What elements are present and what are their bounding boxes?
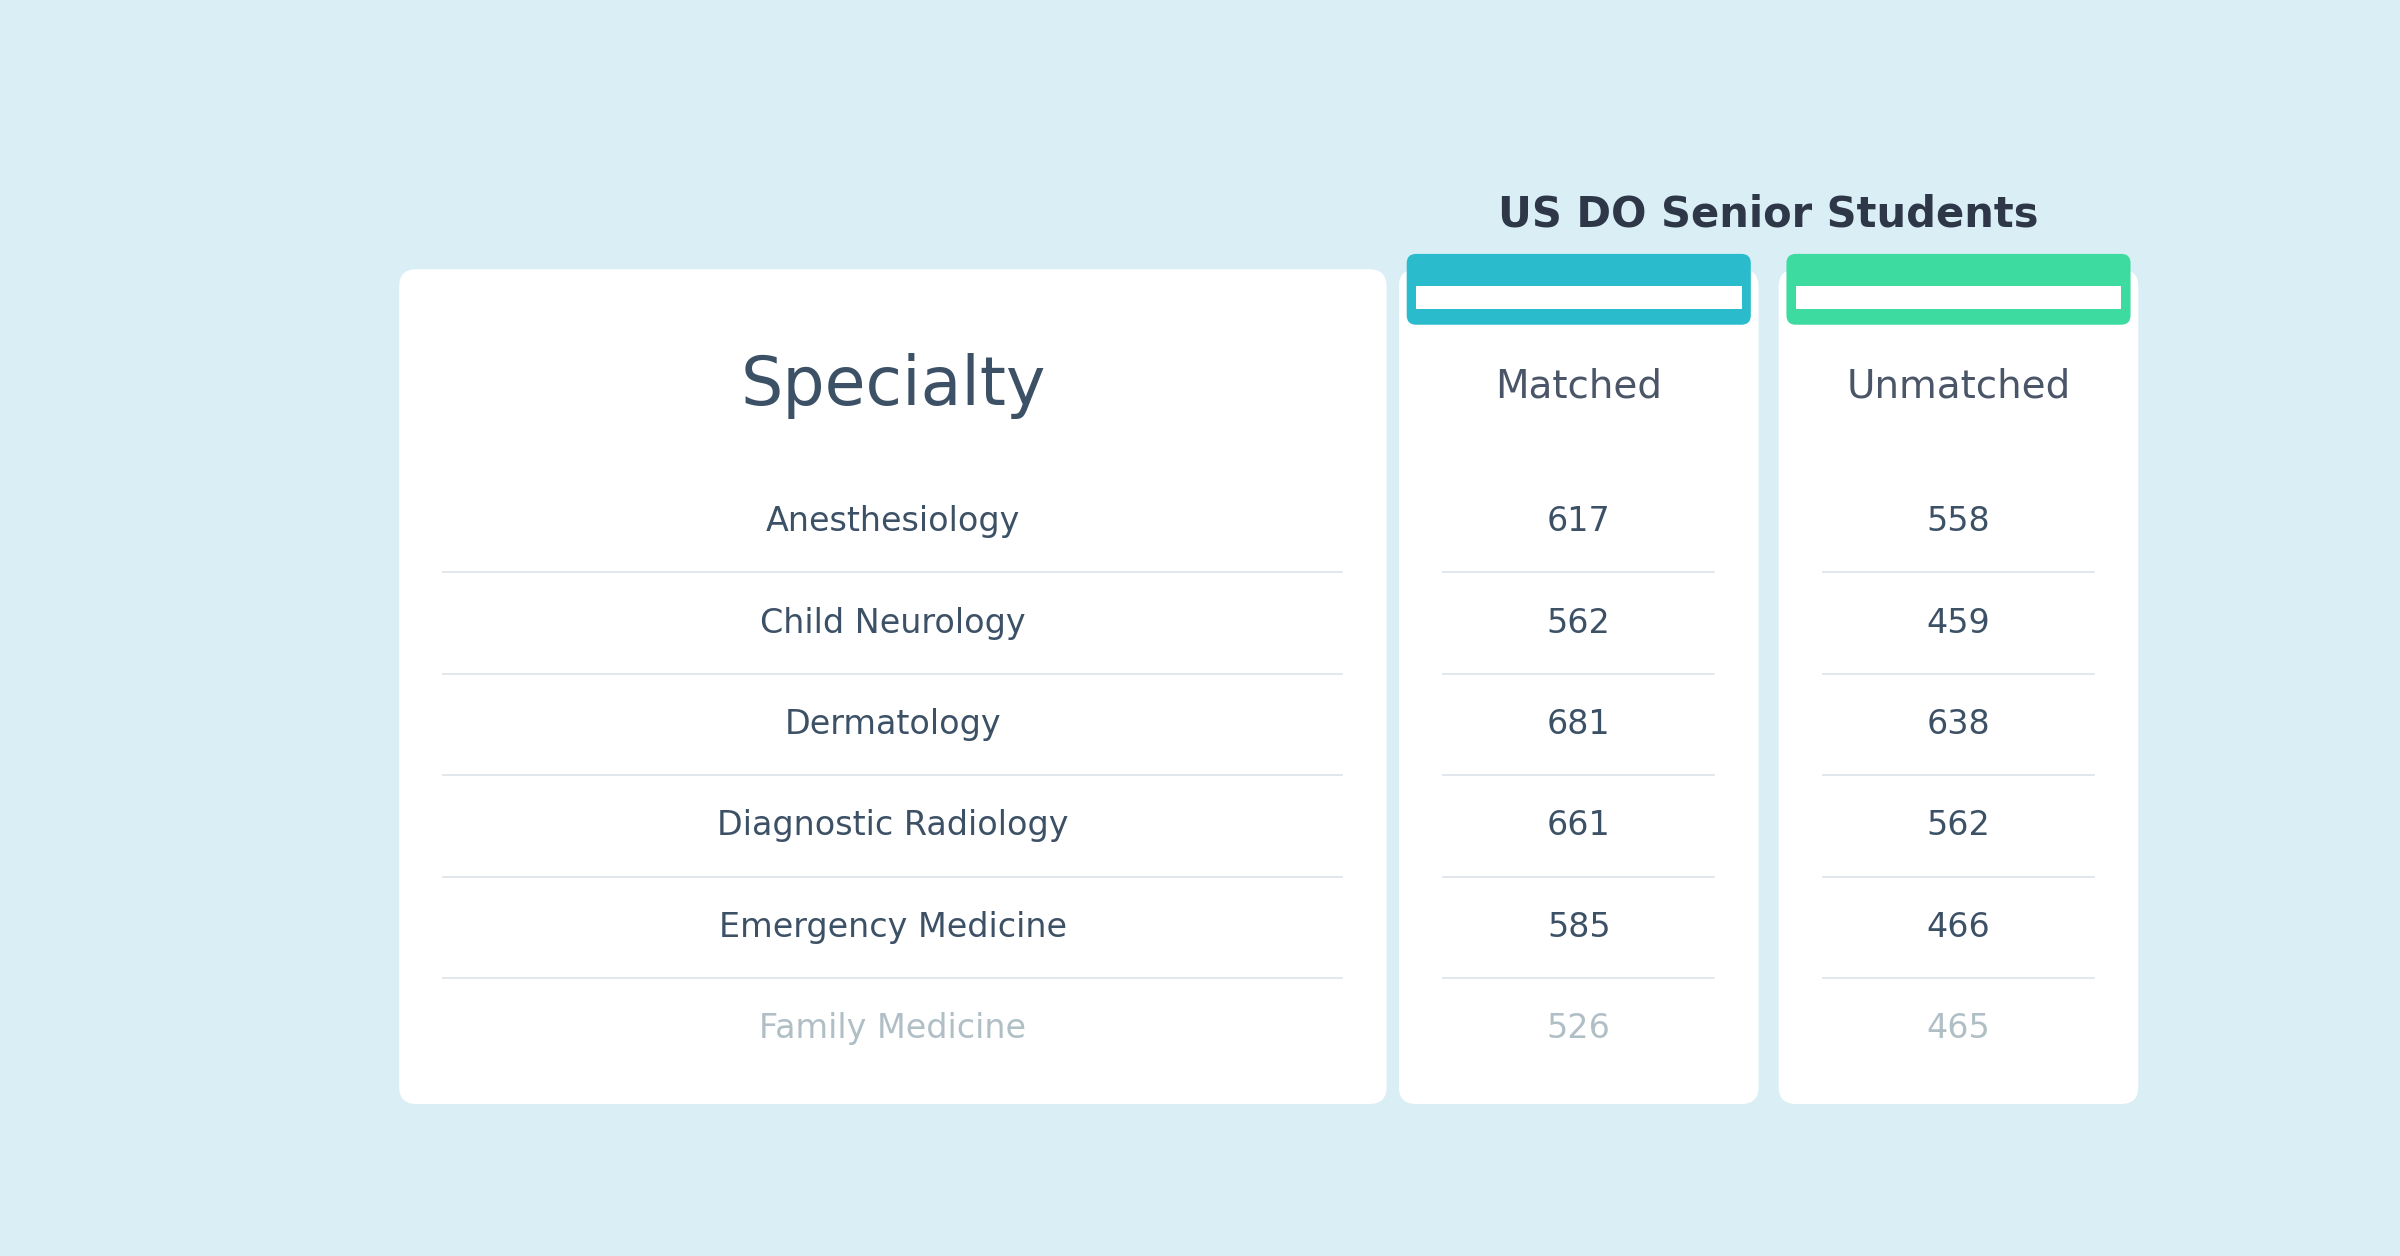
Text: Unmatched: Unmatched — [1846, 367, 2071, 406]
Text: Anesthesiology: Anesthesiology — [766, 505, 1020, 539]
Text: 526: 526 — [1548, 1012, 1610, 1045]
Text: 465: 465 — [1927, 1012, 1990, 1045]
Bar — [1795, 293, 2122, 315]
Text: Emergency Medicine: Emergency Medicine — [720, 911, 1068, 943]
Text: Family Medicine: Family Medicine — [758, 1012, 1027, 1045]
Text: 466: 466 — [1927, 911, 1990, 943]
Text: Dermatology: Dermatology — [785, 708, 1001, 741]
FancyBboxPatch shape — [1786, 254, 2131, 325]
FancyBboxPatch shape — [1406, 254, 1752, 325]
Text: Child Neurology: Child Neurology — [761, 607, 1025, 639]
FancyBboxPatch shape — [1778, 269, 2138, 1104]
Text: 661: 661 — [1548, 809, 1610, 843]
Text: US DO Senior Students: US DO Senior Students — [1498, 193, 2040, 235]
Text: 459: 459 — [1927, 607, 1990, 639]
Text: 617: 617 — [1548, 505, 1610, 539]
Bar — [1416, 286, 1742, 309]
Bar — [1416, 293, 1742, 315]
Text: Matched: Matched — [1495, 367, 1663, 406]
Text: 585: 585 — [1548, 911, 1610, 943]
Bar — [1795, 286, 2122, 309]
Text: 558: 558 — [1927, 505, 1990, 539]
Text: Diagnostic Radiology: Diagnostic Radiology — [718, 809, 1068, 843]
Text: 681: 681 — [1548, 708, 1610, 741]
FancyBboxPatch shape — [398, 269, 1387, 1104]
Text: 562: 562 — [1927, 809, 1990, 843]
Text: 562: 562 — [1548, 607, 1610, 639]
Text: 638: 638 — [1927, 708, 1990, 741]
Text: Specialty: Specialty — [739, 353, 1046, 420]
FancyBboxPatch shape — [1399, 269, 1759, 1104]
